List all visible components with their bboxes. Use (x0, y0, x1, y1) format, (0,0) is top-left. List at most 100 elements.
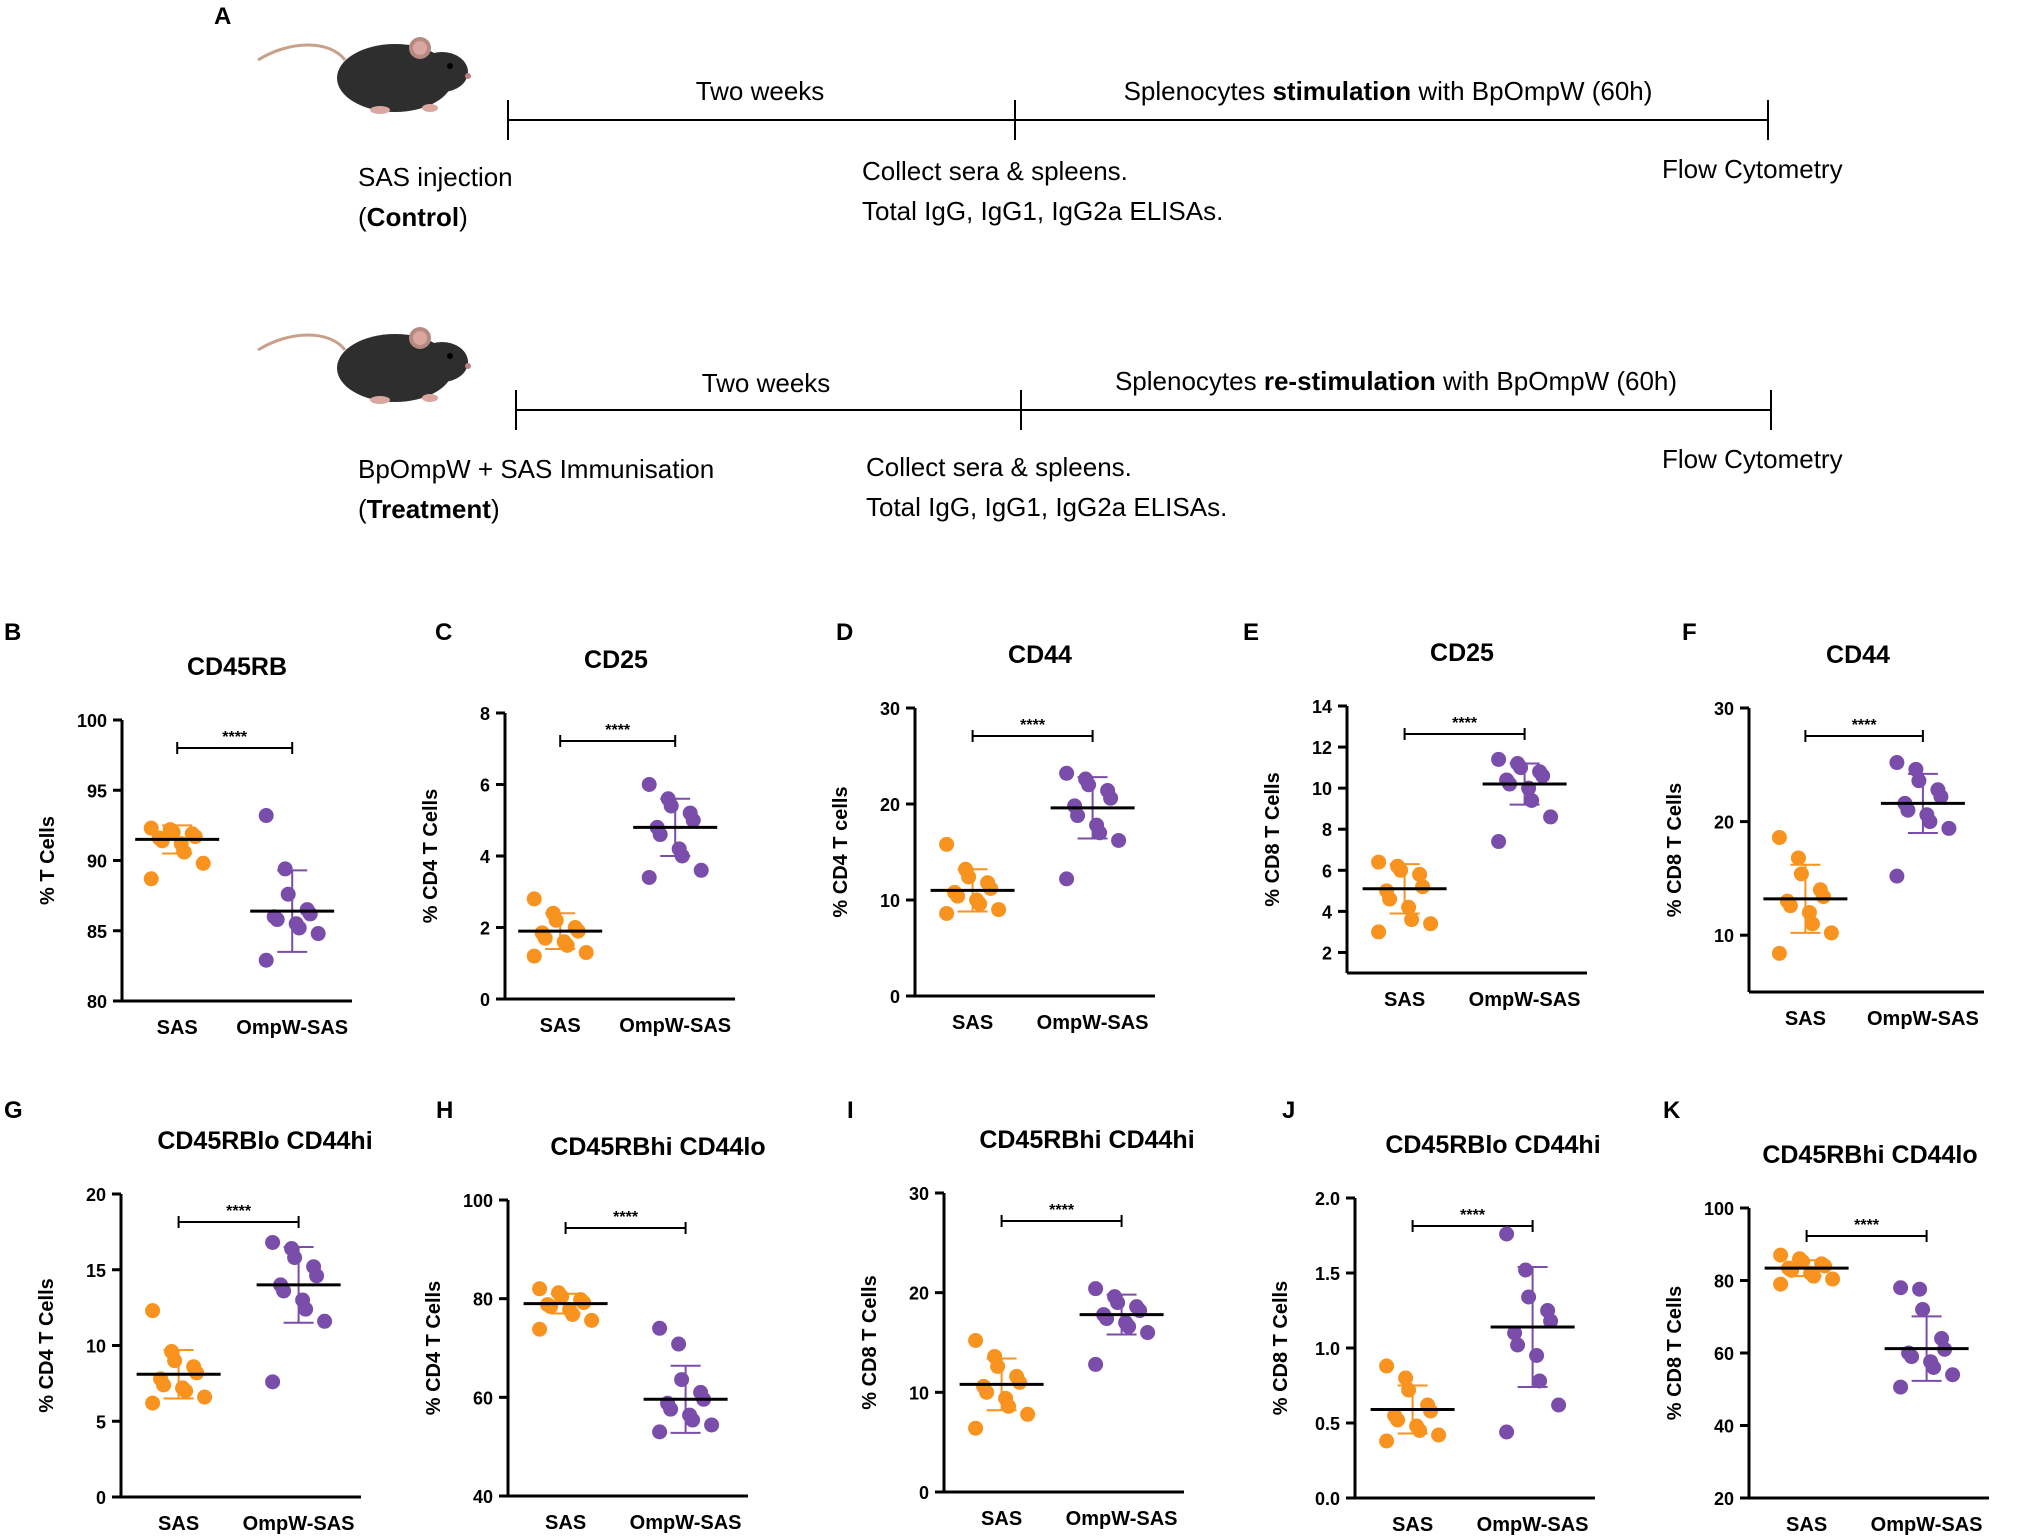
y-tick-label: 20 (880, 795, 900, 815)
data-point (1922, 814, 1938, 830)
y-tick-label: 10 (1312, 779, 1332, 799)
data-point (1790, 850, 1806, 866)
data-point (990, 1358, 1006, 1374)
data-point (1825, 1271, 1841, 1287)
data-point (1804, 916, 1820, 932)
data-point (195, 855, 211, 871)
data-point (1771, 945, 1787, 961)
y-axis-label: % CD4 T Cells (423, 1281, 445, 1415)
data-point (1412, 1423, 1428, 1438)
data-point (1893, 1379, 1909, 1395)
y-tick-label: 95 (87, 781, 107, 801)
panel-a-label: A (214, 3, 231, 30)
data-point (1521, 1289, 1537, 1305)
series-ompw-sas (1482, 751, 1567, 850)
data-point (1815, 889, 1831, 905)
y-axis-label: % CD8 T Cells (1664, 1286, 1686, 1420)
y-tick-label: 80 (473, 1290, 493, 1310)
segment-2-label: Splenocytes re-stimulation with BpOmpW (… (1115, 366, 1677, 396)
y-tick-label: 5 (96, 1412, 106, 1432)
chart-title: CD44 (1826, 641, 1890, 669)
data-point (578, 945, 594, 961)
data-point (652, 1320, 668, 1336)
data-point (1904, 1349, 1920, 1365)
data-point (287, 1250, 303, 1266)
group-label: (Treatment) (358, 494, 500, 524)
mid-label-1: Collect sera & spleens. (862, 156, 1128, 186)
data-point (543, 1299, 559, 1315)
y-tick-label: 2 (1322, 943, 1332, 963)
data-point (1524, 792, 1540, 808)
chart-title: CD25 (1430, 639, 1494, 667)
data-point (1081, 777, 1097, 793)
y-axis-label: % CD4 T cells (830, 786, 852, 917)
x-tick-label: OmpW-SAS (1477, 1514, 1589, 1536)
data-point (663, 798, 679, 814)
x-tick-label: OmpW-SAS (1469, 989, 1581, 1011)
data-point (1518, 1262, 1534, 1278)
x-tick-label: SAS (981, 1508, 1022, 1530)
data-point (1110, 1295, 1126, 1311)
panel-a: A Two weeks Splenocytes stimulation with… (214, 3, 1843, 524)
x-tick-label: OmpW-SAS (1867, 1008, 1979, 1030)
data-point (548, 912, 564, 928)
data-point (685, 1412, 701, 1428)
significance-stars: **** (1854, 1217, 1880, 1234)
significance-stars: **** (222, 729, 248, 746)
x-tick-label: OmpW-SAS (619, 1015, 731, 1037)
series-ompw-sas (1490, 1226, 1575, 1440)
data-point (1915, 1302, 1931, 1317)
panel-label: E (1243, 619, 1259, 646)
x-tick-label: SAS (158, 1513, 199, 1535)
data-point (671, 1336, 687, 1352)
y-tick-label: 0.5 (1315, 1414, 1340, 1434)
data-point (652, 1424, 668, 1440)
x-tick-label: SAS (952, 1012, 993, 1034)
data-point (1933, 789, 1949, 805)
data-point (1491, 834, 1507, 850)
y-axis-label: % CD4 T Cells (36, 1278, 58, 1412)
data-point (176, 844, 192, 860)
data-point (1499, 1226, 1515, 1242)
data-point (1499, 1424, 1515, 1440)
data-point (972, 896, 988, 912)
y-tick-label: 4 (1322, 902, 1332, 922)
mid-label-2: Total IgG, IgG1, IgG2a ELISAs. (866, 492, 1227, 522)
data-point (991, 902, 1007, 918)
data-point (983, 880, 999, 896)
data-point (1551, 1397, 1567, 1413)
y-tick-label: 30 (880, 699, 900, 719)
data-point (1140, 1325, 1156, 1341)
y-axis-label: % CD8 T Cells (1664, 783, 1686, 917)
y-tick-label: 100 (77, 711, 107, 731)
y-tick-label: 90 (87, 852, 107, 872)
data-point (704, 1417, 720, 1433)
data-point (298, 1301, 314, 1317)
data-point (1020, 1406, 1036, 1422)
mid-label-1: Collect sera & spleens. (866, 452, 1132, 482)
data-point (526, 948, 542, 964)
data-point (1889, 868, 1905, 884)
y-tick-label: 14 (1312, 697, 1332, 717)
y-tick-label: 30 (1714, 699, 1734, 719)
panel-label: F (1682, 619, 1697, 646)
significance-stars: **** (613, 1209, 639, 1226)
data-point (1912, 1281, 1928, 1297)
significance-stars: **** (1452, 715, 1478, 732)
chart-title: CD25 (584, 646, 648, 674)
panel-e: E CD25 2 4 6 8 10 12 14 % CD8 T Cells SAS OmpW-SAS *… (1243, 619, 1587, 1011)
panel-b: B CD45RB 80 85 90 95 100 % T Cells SAS OmpW-SAS **… (4, 619, 352, 1039)
y-tick-label: 60 (473, 1388, 493, 1408)
y-axis-label: % CD4 T Cells (420, 789, 442, 923)
significance-stars: **** (1020, 717, 1046, 734)
group-label: (Control) (358, 202, 468, 232)
series-sas (135, 820, 220, 887)
panel-f: F CD44 10 20 30 % CD8 T Cells SAS OmpW-SAS **** (1664, 619, 1984, 1030)
segment-1-label: Two weeks (702, 368, 831, 398)
x-tick-label: OmpW-SAS (1037, 1012, 1149, 1034)
segment-2-label: Splenocytes stimulation with BpOmpW (60h… (1124, 76, 1653, 106)
data-point (1507, 1325, 1523, 1341)
panel-label: J (1282, 1097, 1295, 1124)
panel-j: J CD45RBlo CD44hi 0.0 0.5 1.0 1.5 2.0 % CD8 T C… (1270, 1097, 1601, 1536)
